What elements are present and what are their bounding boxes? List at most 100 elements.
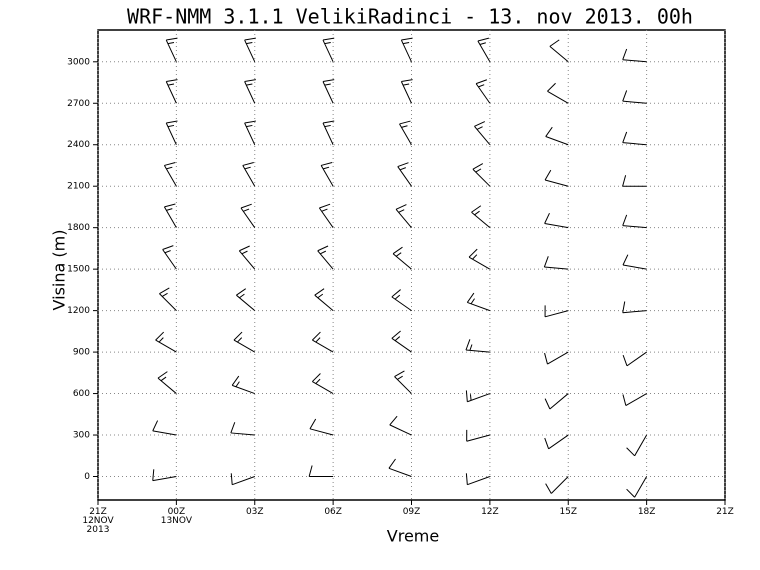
wind-barb (544, 169, 569, 187)
wind-barb (395, 204, 412, 228)
y-tick-label: 300 (73, 431, 90, 441)
wind-barb (622, 131, 647, 146)
wind-barb (311, 331, 334, 353)
wind-barb (622, 48, 647, 63)
y-tick-label: 2700 (67, 99, 90, 109)
wind-barb (163, 162, 177, 187)
wind-barb (622, 393, 647, 406)
x-tick-label: 03Z (245, 507, 264, 517)
wind-barb (163, 203, 177, 228)
wind-barb (236, 288, 256, 312)
y-axis-label: Visina (m) (50, 230, 69, 311)
wind-barb (230, 473, 255, 486)
wind-barb (230, 422, 255, 436)
wind-barb (388, 458, 412, 477)
wind-barb (391, 289, 412, 312)
wind-barb (544, 212, 569, 229)
wind-barb (622, 214, 647, 229)
wind-barb (318, 203, 334, 228)
wind-barb (317, 245, 334, 270)
wind-barb (308, 465, 334, 477)
wind-barb (626, 476, 648, 498)
y-tick-label: 1200 (67, 306, 90, 316)
x-tick-label: 15Z (559, 507, 578, 517)
y-tick-label: 900 (73, 348, 90, 358)
wind-barb (159, 287, 177, 311)
wind-barb (622, 351, 647, 367)
x-tick-label: 18Z (637, 507, 656, 517)
wind-barb (466, 292, 491, 312)
wind-barb (320, 162, 334, 187)
wind-barb (165, 120, 178, 145)
chart-title: WRF-NMM 3.1.1 VelikiRadinci - 13. nov 20… (127, 5, 693, 29)
wind-barb (399, 120, 412, 145)
wind-barb (477, 37, 491, 63)
y-tick-label: 2400 (67, 140, 90, 150)
wind-barb (152, 420, 177, 436)
wind-barb (400, 37, 413, 63)
wind-barb (547, 82, 569, 104)
wind-barb (622, 301, 647, 314)
wind-barb (233, 331, 255, 353)
wind-barb (392, 246, 412, 270)
wind-barb (626, 434, 648, 457)
wind-barb (400, 79, 413, 104)
wind-barb (391, 330, 412, 353)
wind-barb (468, 248, 491, 270)
y-tick-label: 2100 (67, 182, 90, 192)
x-tick-label: 06Z (324, 507, 342, 517)
y-tick-label: 3000 (67, 57, 90, 67)
wind-barb (544, 305, 569, 318)
x-tick-label: 00Z 13NOV (160, 507, 193, 526)
x-axis-label: Vreme (387, 527, 439, 546)
wind-barb (544, 351, 569, 365)
wind-barb (309, 418, 334, 436)
wind-barb (152, 469, 177, 482)
wind-barb (155, 331, 177, 353)
wind-barb (322, 37, 335, 63)
x-tick-label: 12Z (481, 507, 499, 517)
wind-barb (622, 90, 647, 104)
wind-barb (472, 163, 491, 187)
wind-barb (389, 415, 412, 436)
wind-barb (622, 175, 647, 187)
wind-barb (162, 245, 177, 270)
y-tick-label: 1800 (67, 223, 90, 233)
wind-barb (231, 375, 255, 395)
wind-barb (471, 205, 491, 229)
wind-barb (544, 434, 569, 450)
wind-barb (244, 120, 256, 145)
y-tick-label: 0 (84, 472, 90, 482)
wind-barb (165, 79, 178, 104)
plot-frame (97, 29, 726, 501)
y-tick-label: 1500 (67, 265, 90, 275)
wind-barb (545, 476, 569, 494)
wind-barb (549, 39, 569, 63)
wind-barb (322, 79, 335, 104)
wind-barb (475, 79, 491, 104)
x-tick-label: 21Z (716, 507, 734, 517)
wind-barb (314, 288, 334, 312)
wind-barb (238, 245, 256, 270)
wind-barb (244, 79, 256, 104)
wind-barb (474, 121, 491, 146)
wind-barb (244, 37, 256, 63)
wind-barb (397, 162, 412, 187)
x-tick-label: 09Z (402, 507, 421, 517)
wind-barb (465, 390, 491, 403)
x-tick-label: 21Z 12NOV 2013 (82, 507, 114, 535)
wind-barb (242, 162, 256, 187)
wind-barb (157, 371, 177, 394)
wind-barb (311, 373, 334, 394)
y-tick-label: 600 (73, 389, 90, 399)
wind-barb (465, 473, 491, 486)
wind-barb (240, 203, 256, 228)
wind-barb (322, 120, 335, 145)
wind-barb (622, 254, 647, 270)
wind-barb (545, 126, 569, 146)
wind-barb (544, 393, 569, 410)
wind-barb (465, 339, 490, 353)
wind-barb (466, 429, 491, 442)
